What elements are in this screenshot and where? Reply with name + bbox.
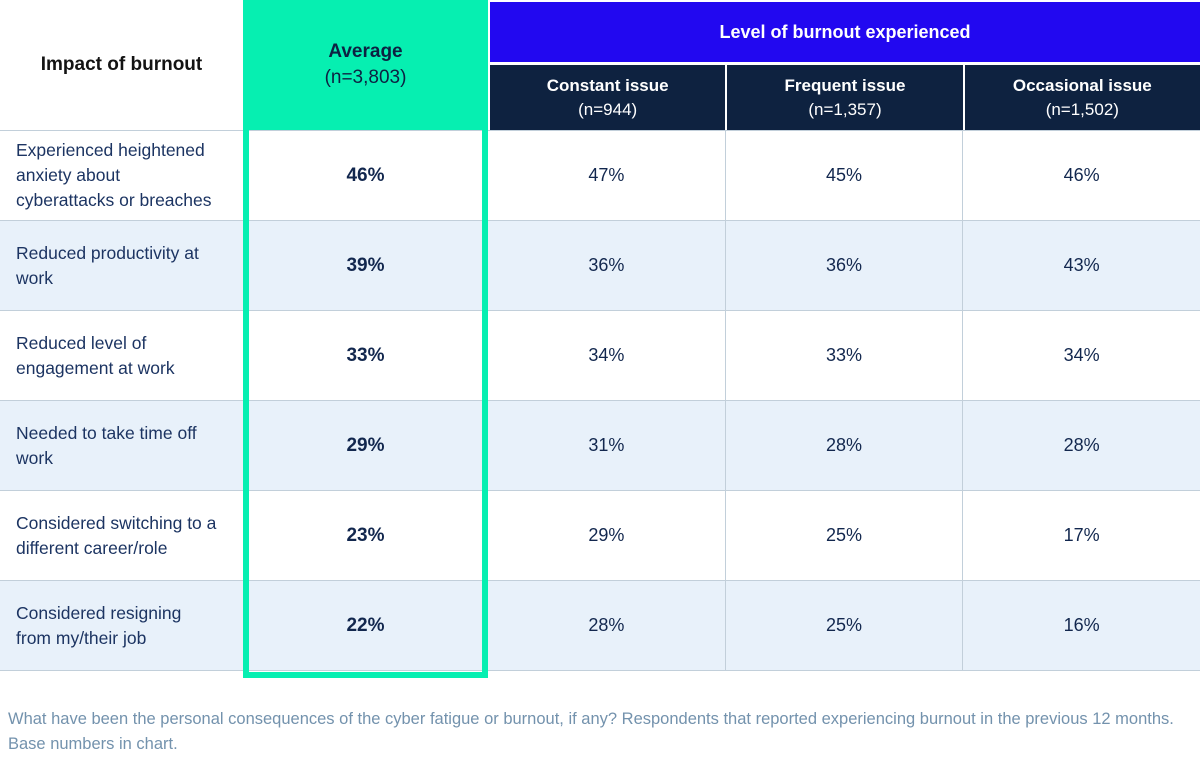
subheader-row: Constant issue (n=944) Frequent issue (n…	[490, 65, 1200, 130]
constant-title: Constant issue	[546, 75, 669, 95]
average-value: 29%	[346, 434, 385, 456]
column-header-frequent: Frequent issue (n=1,357)	[725, 65, 963, 130]
constant-value: 47%	[588, 165, 625, 185]
table-row: Experienced heightened anxiety about cyb…	[0, 131, 1200, 221]
average-value: 46%	[346, 164, 385, 186]
row-label: Reduced level of engagement at work	[16, 332, 175, 378]
column-header-constant: Constant issue (n=944)	[490, 65, 726, 130]
table-header-row: Impact of burnout Average (n=3,803) Leve…	[0, 0, 1200, 130]
frequent-value: 28%	[724, 401, 963, 490]
table-row: Reduced level of engagement at work 33% …	[0, 311, 1200, 401]
constant-value: 31%	[588, 435, 625, 455]
group-header-band: Level of burnout experienced	[490, 2, 1200, 62]
frequent-value: 25%	[724, 581, 963, 670]
constant-value: 34%	[588, 345, 625, 365]
average-value: 39%	[346, 254, 385, 276]
occasional-value: 43%	[962, 221, 1200, 310]
row-label: Experienced heightened anxiety about cyb…	[16, 140, 212, 210]
occasional-value: 16%	[962, 581, 1200, 670]
average-column-header: Average (n=3,803)	[243, 0, 488, 130]
occasional-value: 28%	[962, 401, 1200, 490]
occasional-n: (n=1,502)	[1045, 99, 1119, 119]
constant-n: (n=944)	[578, 99, 638, 119]
frequent-value: 45%	[724, 131, 963, 220]
frequent-value: 25%	[724, 491, 963, 580]
average-title: Average	[328, 41, 403, 62]
occasional-value: 17%	[962, 491, 1200, 580]
table-body: Experienced heightened anxiety about cyb…	[0, 130, 1200, 671]
frequent-title: Frequent issue	[784, 75, 906, 95]
constant-value: 29%	[588, 525, 625, 545]
table-row: Needed to take time off work 29% 31% 28%…	[0, 401, 1200, 491]
frequent-value: 36%	[724, 221, 963, 310]
average-value: 22%	[346, 614, 385, 636]
frequent-n: (n=1,357)	[808, 99, 882, 119]
row-label: Needed to take time off work	[16, 422, 197, 468]
average-n: (n=3,803)	[324, 67, 407, 88]
table-row: Considered resigning from my/their job 2…	[0, 581, 1200, 671]
constant-value: 36%	[588, 255, 625, 275]
table-row: Considered switching to a different care…	[0, 491, 1200, 581]
row-label: Reduced productivity at work	[16, 242, 199, 288]
frequent-value: 33%	[724, 311, 963, 400]
burnout-impact-table: Impact of burnout Average (n=3,803) Leve…	[0, 0, 1200, 678]
occasional-value: 34%	[962, 311, 1200, 400]
constant-value: 28%	[588, 615, 625, 635]
footnote-text: What have been the personal consequences…	[8, 710, 1174, 753]
row-label: Considered switching to a different care…	[16, 512, 217, 558]
column-header-occasional: Occasional issue (n=1,502)	[962, 65, 1200, 130]
table-row: Reduced productivity at work 39% 36% 36%…	[0, 221, 1200, 311]
average-value: 33%	[346, 344, 385, 366]
burnout-level-header-group: Level of burnout experienced Constant is…	[490, 0, 1200, 130]
occasional-value: 46%	[962, 131, 1200, 220]
row-header-title: Impact of burnout	[40, 54, 203, 75]
occasional-title: Occasional issue	[1012, 75, 1152, 95]
average-value: 23%	[346, 524, 385, 546]
row-label: Considered resigning from my/their job	[16, 602, 182, 648]
